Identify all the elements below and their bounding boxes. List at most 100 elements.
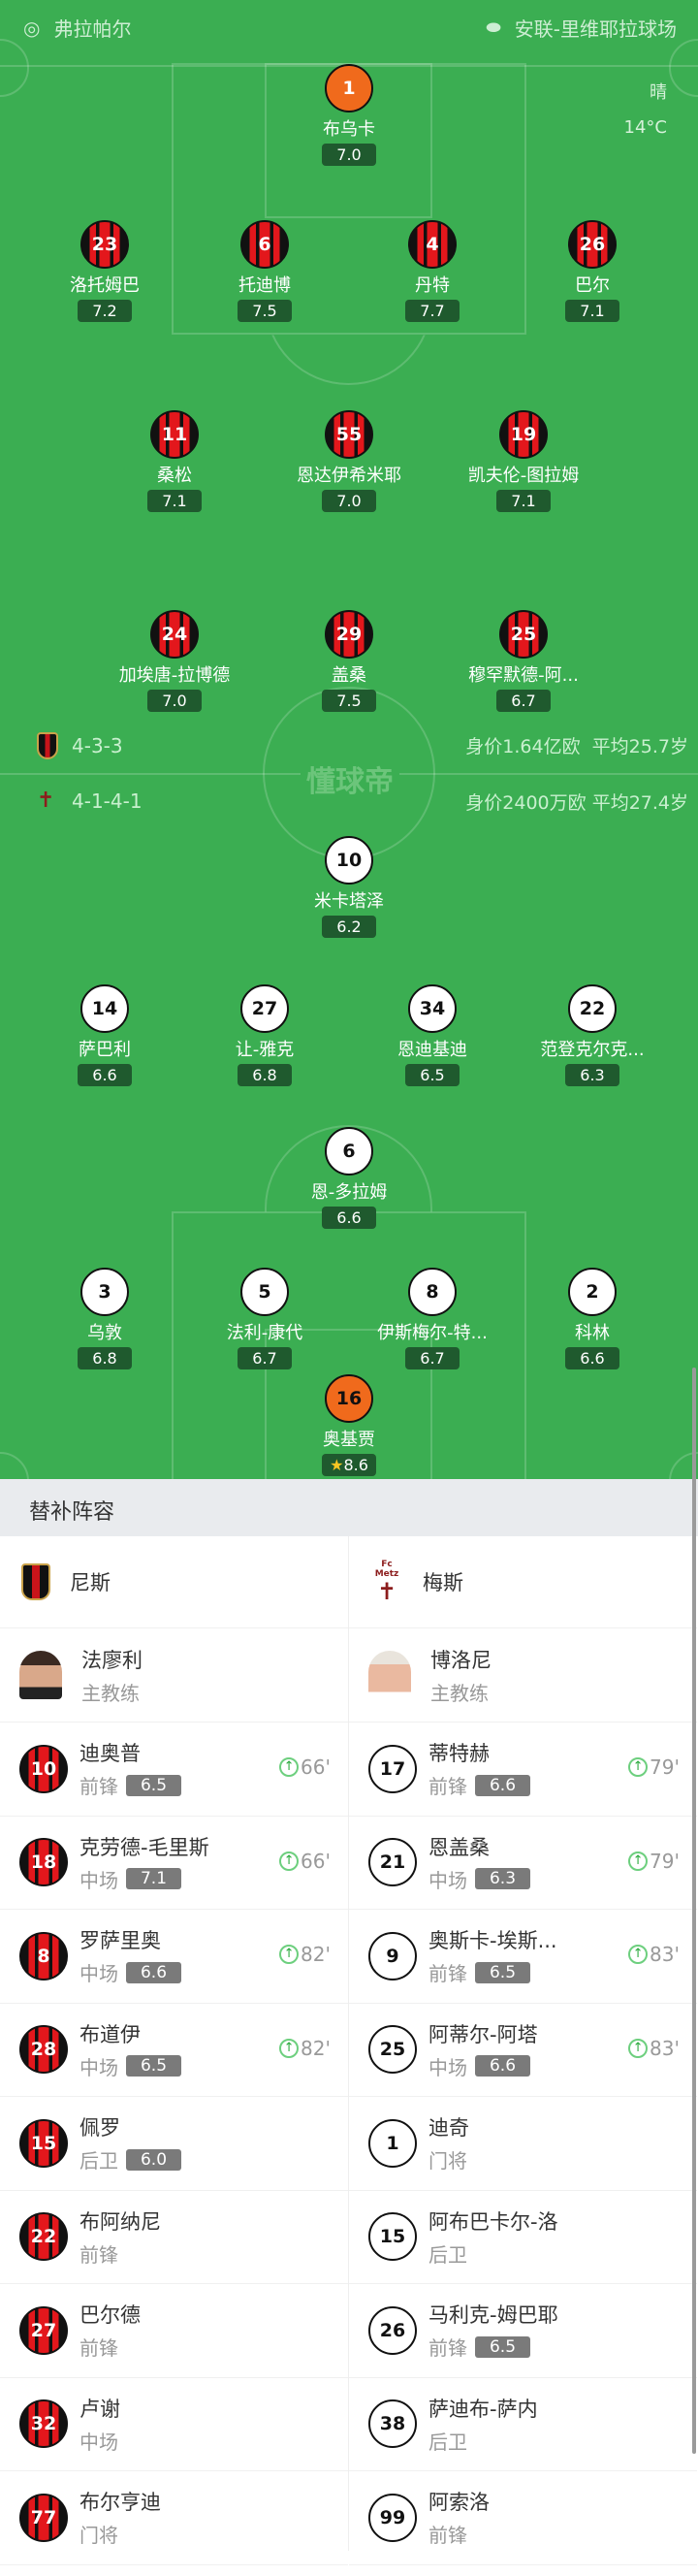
player-marker[interactable]: 22 范登克尔克... 6.3 <box>524 984 660 1086</box>
sub-position: 前锋 <box>428 2524 467 2548</box>
sub-player-row[interactable]: 28 布道伊 中场 6.5 ↑ 82' <box>0 2004 348 2097</box>
sub-player-name: 阿蒂尔-阿塔 <box>428 2022 538 2046</box>
player-marker[interactable]: 5 法利-康代 6.7 <box>197 1268 333 1369</box>
away-coach-row[interactable]: 博洛尼 主教练 <box>349 1628 697 1723</box>
sub-player-row[interactable]: 38 萨迪布-萨内 后卫 <box>349 2378 697 2471</box>
player-marker[interactable]: 4 丹特 7.7 <box>365 220 500 322</box>
sub-player-row[interactable]: 25 阿蒂尔-阿塔 中场 6.6 ↑ 83' <box>349 2004 697 2097</box>
away-team-name: 梅斯 <box>423 1571 463 1594</box>
player-marker[interactable]: 19 凯夫伦-图拉姆 7.1 <box>456 410 591 512</box>
column-divider <box>348 1536 349 2551</box>
weather: 晴 14°C <box>624 76 667 145</box>
player-marker[interactable]: 10 米卡塔泽 6.2 <box>281 836 417 938</box>
sub-player-name: 恩盖桑 <box>428 1835 490 1859</box>
sub-in-minute: 83' <box>650 1943 680 1966</box>
sub-player-row[interactable]: 99 阿索洛 前锋 <box>349 2471 697 2565</box>
jersey-number: 18 <box>19 1838 68 1887</box>
sub-player-row[interactable]: 18 克劳德-毛里斯 中场 7.1 ↑ 66' <box>0 1817 348 1910</box>
metz-logo-icon: ✝ <box>376 1578 397 1605</box>
player-rating: 6.7 <box>496 690 551 712</box>
sub-player-row[interactable]: 21 恩盖桑 中场 6.3 ↑ 79' <box>349 1817 697 1910</box>
sub-player-row[interactable]: 8 罗萨里奥 中场 6.6 ↑ 82' <box>0 1910 348 2004</box>
sub-player-name: 布尔亨迪 <box>79 2491 161 2515</box>
coach-role: 主教练 <box>81 1681 140 1705</box>
away-subs-column: Fc Metz ✝ 梅斯 博洛尼 主教练 17 蒂特赫 前锋 6.6 ↑ 79' 21 恩盖桑… <box>349 1536 697 2565</box>
sub-player-row[interactable]: 9 奥斯卡-埃斯... 前锋 6.5 ↑ 83' <box>349 1910 697 2004</box>
sub-info: 阿布巴卡尔-洛 后卫 <box>428 2206 558 2268</box>
jersey-number: 99 <box>368 2493 417 2542</box>
player-marker[interactable]: 24 加埃唐-拉博德 7.0 <box>107 610 242 712</box>
player-rating: 6.6 <box>565 1347 619 1369</box>
jersey-number: 77 <box>19 2493 68 2542</box>
player-rating: 7.1 <box>496 490 551 512</box>
player-marker[interactable]: 11 桑松 7.1 <box>107 410 242 512</box>
player-name: 加埃唐-拉博德 <box>118 665 231 686</box>
sub-player-row[interactable]: 27 巴尔德 前锋 <box>0 2284 348 2378</box>
sub-position-line: 门将 <box>428 2145 469 2174</box>
player-marker[interactable]: 3 乌敦 6.8 <box>37 1268 173 1369</box>
player-marker[interactable]: 14 萨巴利 6.6 <box>37 984 173 1086</box>
player-marker[interactable]: 34 恩迪基迪 6.5 <box>365 984 500 1086</box>
sub-info: 马利克-姆巴耶 前锋 6.5 <box>428 2300 558 2361</box>
rating-value: 6.6 <box>580 1349 605 1368</box>
jersey-number: 15 <box>368 2212 417 2262</box>
sub-player-row[interactable]: 32 卢谢 中场 <box>0 2378 348 2471</box>
sub-position-line: 前锋 <box>79 2333 141 2361</box>
rating-value: 7.7 <box>420 302 445 320</box>
player-marker[interactable]: 1 布乌卡 7.0 <box>281 64 417 166</box>
sub-position-line: 前锋 6.5 <box>79 1771 181 1799</box>
sub-player-row[interactable]: 10 迪奥普 前锋 6.5 ↑ 66' <box>0 1723 348 1817</box>
player-marker[interactable]: 16 奥基贾 ★8.6 <box>281 1374 417 1476</box>
sub-info: 布尔亨迪 门将 <box>79 2487 161 2548</box>
home-coach-row[interactable]: 法廖利 主教练 <box>0 1628 348 1723</box>
player-marker[interactable]: 2 科林 6.6 <box>524 1268 660 1369</box>
away-team-row[interactable]: Fc Metz ✝ 梅斯 <box>349 1536 697 1628</box>
sub-player-row[interactable]: 15 阿布巴卡尔-洛 后卫 <box>349 2191 697 2284</box>
substituted-in: ↑ 83' <box>628 2037 680 2060</box>
sub-player-row[interactable]: 22 布阿纳尼 前锋 <box>0 2191 348 2284</box>
player-rating: 6.8 <box>78 1347 132 1369</box>
player-rating: 7.0 <box>322 144 376 166</box>
sub-position-line: 后卫 <box>428 2239 558 2268</box>
sub-in-minute: 66' <box>301 1849 331 1873</box>
jersey-number: 34 <box>408 984 457 1033</box>
home-team-row[interactable]: 尼斯 <box>0 1536 348 1628</box>
sub-position-line: 中场 6.5 <box>79 2052 181 2080</box>
jersey-number: 6 <box>325 1127 373 1175</box>
player-marker[interactable]: 25 穆罕默德-阿... 6.7 <box>456 610 591 712</box>
home-team-stats: 身价1.64亿欧 平均25.7岁 <box>465 736 688 757</box>
player-marker[interactable]: 26 巴尔 7.1 <box>524 220 660 322</box>
sub-rating: 6.5 <box>475 2335 530 2358</box>
coach-avatar <box>19 1651 62 1699</box>
jersey-number: 25 <box>499 610 548 659</box>
player-marker[interactable]: 6 恩-多拉姆 6.6 <box>281 1127 417 1229</box>
sub-player-row[interactable]: 26 马利克-姆巴耶 前锋 6.5 <box>349 2284 697 2378</box>
jersey-number: 22 <box>19 2212 68 2262</box>
sub-rating: 6.5 <box>126 1774 181 1796</box>
player-marker[interactable]: 8 伊斯梅尔-特... 6.7 <box>365 1268 500 1369</box>
substituted-in: ↑ 79' <box>628 1755 680 1779</box>
sub-player-row[interactable]: 15 佩罗 后卫 6.0 <box>0 2097 348 2191</box>
sub-player-row[interactable]: 77 布尔亨迪 门将 <box>0 2471 348 2565</box>
sub-in-arrow-icon: ↑ <box>628 1757 649 1777</box>
jersey-number: 55 <box>325 410 373 459</box>
sub-position-line: 前锋 6.5 <box>428 2333 558 2361</box>
player-name: 盖桑 <box>332 665 366 686</box>
scrollbar[interactable] <box>692 1368 696 2454</box>
jersey-number: 9 <box>368 1931 417 1980</box>
sub-player-row[interactable]: 1 迪奇 门将 <box>349 2097 697 2191</box>
sub-position-line: 中场 6.6 <box>428 2052 538 2080</box>
player-marker[interactable]: 6 托迪博 7.5 <box>197 220 333 322</box>
player-marker[interactable]: 27 让-雅克 6.8 <box>197 984 333 1086</box>
player-name: 恩达伊希米耶 <box>297 466 401 486</box>
player-name: 桑松 <box>157 466 192 486</box>
player-marker[interactable]: 55 恩达伊希米耶 7.0 <box>281 410 417 512</box>
sub-player-name: 佩罗 <box>79 2116 120 2141</box>
player-marker[interactable]: 29 盖桑 7.5 <box>281 610 417 712</box>
player-name: 丹特 <box>415 275 450 296</box>
rating-value: 7.2 <box>92 302 117 320</box>
player-name: 恩迪基迪 <box>397 1040 467 1060</box>
sub-player-name: 克劳德-毛里斯 <box>79 1835 209 1859</box>
sub-player-row[interactable]: 17 蒂特赫 前锋 6.6 ↑ 79' <box>349 1723 697 1817</box>
player-marker[interactable]: 23 洛托姆巴 7.2 <box>37 220 173 322</box>
